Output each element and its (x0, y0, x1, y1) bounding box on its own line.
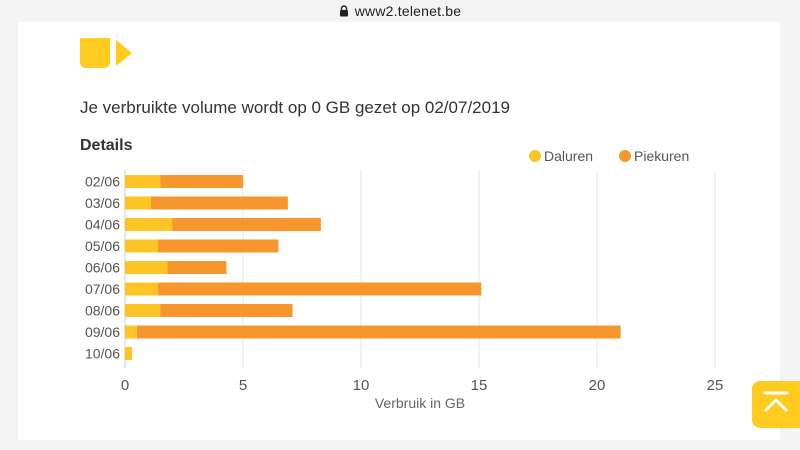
y-tick-label: 08/06 (85, 303, 120, 319)
y-tick-label: 03/06 (85, 195, 120, 211)
legend-label-piekuren[interactable]: Piekuren (634, 148, 689, 164)
legend-label-daluren[interactable]: Daluren (544, 148, 593, 164)
bar-daluren-04-06[interactable] (125, 218, 173, 231)
browser-url-text: www2.telenet.be (354, 3, 462, 19)
browser-url-bar[interactable]: www2.telenet.be (0, 0, 800, 22)
bar-daluren-07-06[interactable] (125, 282, 159, 296)
bar-daluren-05-06[interactable] (125, 239, 159, 253)
bar-piekuren-04-06[interactable] (172, 218, 321, 231)
bar-piekuren-08-06[interactable] (160, 304, 293, 317)
y-tick-label: 05/06 (85, 238, 120, 254)
telenet-logo (80, 38, 132, 75)
bar-piekuren-03-06[interactable] (150, 196, 288, 210)
bar-piekuren-06-06[interactable] (167, 261, 227, 274)
bar-piekuren-02-06[interactable] (160, 175, 243, 188)
x-tick-label: 20 (589, 377, 606, 394)
y-tick-label: 04/06 (85, 217, 120, 233)
y-tick-label: 10/06 (85, 346, 120, 362)
bar-piekuren-09-06[interactable] (136, 325, 621, 339)
bar-daluren-09-06[interactable] (125, 325, 137, 339)
bar-daluren-06-06[interactable] (125, 261, 168, 274)
scroll-to-top-icon (763, 391, 789, 418)
chart-x-tick-labels: 0 5 10 15 20 25 (121, 377, 724, 394)
chart-bars (125, 175, 621, 360)
bar-daluren-02-06[interactable] (125, 175, 161, 188)
chart-y-tick-labels: 02/06 03/06 04/06 05/06 06/06 07/06 08/06 09/06… (85, 174, 120, 362)
usage-bar-chart: 02/06 03/06 04/06 05/06 06/06 07/06 08/06 09/06… (85, 148, 724, 411)
content-card: Je verbruikte volume wordt op 0 GB gezet… (18, 22, 780, 440)
volume-reset-text: Je verbruikte volume wordt op 0 GB gezet… (80, 98, 510, 117)
y-tick-label: 06/06 (85, 260, 120, 276)
x-tick-label: 15 (471, 377, 488, 394)
x-tick-label: 0 (121, 377, 129, 394)
lock-icon (339, 5, 349, 17)
x-tick-label: 10 (353, 377, 370, 394)
y-tick-label: 02/06 (85, 174, 120, 190)
bar-piekuren-07-06[interactable] (158, 282, 482, 296)
legend-marker-piekuren (619, 150, 631, 162)
chart-legend: Daluren Piekuren (529, 148, 689, 164)
details-heading: Details (80, 137, 133, 154)
y-tick-label: 07/06 (85, 281, 120, 297)
scroll-to-top-button[interactable] (752, 381, 800, 428)
x-tick-label: 25 (707, 377, 724, 394)
bar-daluren-03-06[interactable] (125, 196, 151, 210)
bar-daluren-08-06[interactable] (125, 304, 161, 317)
y-tick-label: 09/06 (85, 324, 120, 340)
x-tick-label: 5 (239, 377, 247, 394)
bar-piekuren-05-06[interactable] (158, 239, 279, 253)
bar-daluren-10-06[interactable] (125, 347, 133, 360)
legend-marker-daluren (529, 150, 541, 162)
chart-x-axis-label: Verbruik in GB (375, 395, 465, 411)
